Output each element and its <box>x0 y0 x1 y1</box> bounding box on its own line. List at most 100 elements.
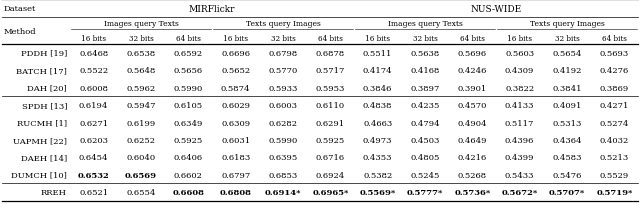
Text: 0.3897: 0.3897 <box>410 84 440 92</box>
Text: 0.6291: 0.6291 <box>316 119 345 127</box>
Text: 16 bits: 16 bits <box>81 35 106 43</box>
Text: 0.4583: 0.4583 <box>552 154 582 162</box>
Text: Images query Texts: Images query Texts <box>104 20 179 28</box>
Text: 0.6203: 0.6203 <box>79 136 108 144</box>
Text: 0.3841: 0.3841 <box>552 84 582 92</box>
Text: 0.4838: 0.4838 <box>363 102 392 110</box>
Text: 0.4663: 0.4663 <box>363 119 392 127</box>
Text: RREH: RREH <box>41 188 67 196</box>
Text: 0.6252: 0.6252 <box>127 136 156 144</box>
Text: Dataset: Dataset <box>4 5 36 13</box>
Text: 0.6924: 0.6924 <box>316 171 345 179</box>
Text: 0.6271: 0.6271 <box>79 119 108 127</box>
Text: 64 bits: 64 bits <box>176 35 201 43</box>
Text: 32 bits: 32 bits <box>555 35 579 43</box>
Text: 0.5522: 0.5522 <box>79 67 108 75</box>
Text: 0.5656: 0.5656 <box>174 67 203 75</box>
Text: 0.6554: 0.6554 <box>126 188 156 196</box>
Text: 64 bits: 64 bits <box>602 35 627 43</box>
Text: 0.4794: 0.4794 <box>410 119 440 127</box>
Text: 0.5569*: 0.5569* <box>360 188 396 196</box>
Text: 0.5925: 0.5925 <box>173 136 203 144</box>
Text: 0.5476: 0.5476 <box>552 171 582 179</box>
Text: 64 bits: 64 bits <box>460 35 484 43</box>
Text: 0.4973: 0.4973 <box>363 136 392 144</box>
Text: 0.4276: 0.4276 <box>600 67 629 75</box>
Text: 0.4396: 0.4396 <box>505 136 534 144</box>
Text: 0.5770: 0.5770 <box>268 67 298 75</box>
Text: 32 bits: 32 bits <box>129 35 154 43</box>
Text: 0.6797: 0.6797 <box>221 171 250 179</box>
Text: 0.4904: 0.4904 <box>458 119 487 127</box>
Text: 0.4570: 0.4570 <box>458 102 487 110</box>
Text: 0.5245: 0.5245 <box>410 171 440 179</box>
Text: 0.5382: 0.5382 <box>363 171 392 179</box>
Text: 0.6798: 0.6798 <box>268 50 298 58</box>
Text: 32 bits: 32 bits <box>271 35 296 43</box>
Text: 0.6454: 0.6454 <box>79 154 108 162</box>
Text: 0.5925: 0.5925 <box>316 136 345 144</box>
Text: 0.4091: 0.4091 <box>552 102 582 110</box>
Text: 0.6592: 0.6592 <box>174 50 203 58</box>
Text: 0.6282: 0.6282 <box>269 119 298 127</box>
Text: 0.6602: 0.6602 <box>174 171 203 179</box>
Text: 0.4309: 0.4309 <box>505 67 534 75</box>
Text: MIRFlickr: MIRFlickr <box>189 5 236 14</box>
Text: 0.6183: 0.6183 <box>221 154 250 162</box>
Text: 0.4503: 0.4503 <box>410 136 440 144</box>
Text: UAPMH [22]: UAPMH [22] <box>13 136 67 144</box>
Text: 0.6110: 0.6110 <box>316 102 345 110</box>
Text: 0.3901: 0.3901 <box>458 84 487 92</box>
Text: 0.3846: 0.3846 <box>363 84 392 92</box>
Text: 0.5953: 0.5953 <box>316 84 345 92</box>
Text: 0.5717: 0.5717 <box>316 67 345 75</box>
Text: 0.5947: 0.5947 <box>126 102 156 110</box>
Text: 16 bits: 16 bits <box>507 35 532 43</box>
Text: 0.5433: 0.5433 <box>505 171 534 179</box>
Text: RUCMH [1]: RUCMH [1] <box>17 119 67 127</box>
Text: 0.5648: 0.5648 <box>126 67 156 75</box>
Text: PDDH [19]: PDDH [19] <box>20 50 67 58</box>
Text: 0.4235: 0.4235 <box>410 102 440 110</box>
Text: 0.6406: 0.6406 <box>174 154 203 162</box>
Text: 0.5672*: 0.5672* <box>502 188 538 196</box>
Text: 0.5274: 0.5274 <box>600 119 629 127</box>
Text: 16 bits: 16 bits <box>223 35 248 43</box>
Text: 0.5652: 0.5652 <box>221 67 250 75</box>
Text: 32 bits: 32 bits <box>413 35 437 43</box>
Text: 0.6199: 0.6199 <box>126 119 156 127</box>
Text: 64 bits: 64 bits <box>318 35 343 43</box>
Text: 0.3869: 0.3869 <box>600 84 629 92</box>
Text: 0.4246: 0.4246 <box>458 67 487 75</box>
Text: 0.5777*: 0.5777* <box>407 188 443 196</box>
Text: 0.6521: 0.6521 <box>79 188 108 196</box>
Text: DAEH [14]: DAEH [14] <box>20 154 67 162</box>
Text: 0.5654: 0.5654 <box>552 50 582 58</box>
Text: 0.6853: 0.6853 <box>268 171 298 179</box>
Text: NUS-WIDE: NUS-WIDE <box>470 5 522 14</box>
Text: 0.6716: 0.6716 <box>316 154 345 162</box>
Text: Texts query Images: Texts query Images <box>529 20 604 28</box>
Text: 0.4649: 0.4649 <box>458 136 487 144</box>
Text: 0.5268: 0.5268 <box>458 171 487 179</box>
Text: 0.4216: 0.4216 <box>458 154 487 162</box>
Text: 0.4353: 0.4353 <box>363 154 392 162</box>
Text: 0.6105: 0.6105 <box>174 102 203 110</box>
Text: 0.5933: 0.5933 <box>268 84 298 92</box>
Text: 0.5990: 0.5990 <box>173 84 203 92</box>
Text: 0.6008: 0.6008 <box>79 84 108 92</box>
Text: 0.5962: 0.5962 <box>127 84 156 92</box>
Text: 0.5693: 0.5693 <box>600 50 629 58</box>
Text: 0.5990: 0.5990 <box>268 136 298 144</box>
Text: 0.5638: 0.5638 <box>410 50 440 58</box>
Text: 0.4168: 0.4168 <box>410 67 440 75</box>
Text: 0.5874: 0.5874 <box>221 84 250 92</box>
Text: 0.6696: 0.6696 <box>221 50 250 58</box>
Text: 0.3822: 0.3822 <box>505 84 534 92</box>
Text: 0.6395: 0.6395 <box>268 154 298 162</box>
Text: BATCH [17]: BATCH [17] <box>16 67 67 75</box>
Text: 0.6029: 0.6029 <box>221 102 250 110</box>
Text: 0.6914*: 0.6914* <box>265 188 301 196</box>
Text: 0.5736*: 0.5736* <box>454 188 490 196</box>
Text: 0.6965*: 0.6965* <box>312 188 349 196</box>
